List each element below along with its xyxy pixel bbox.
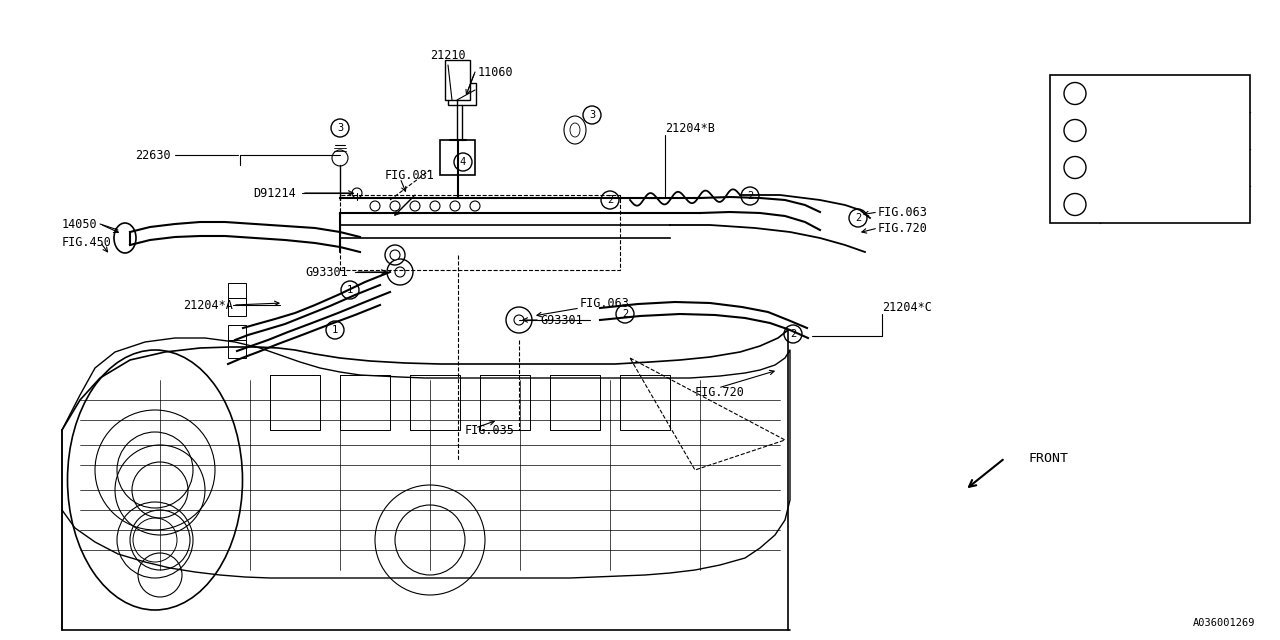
- Text: 21236: 21236: [1108, 198, 1148, 211]
- Text: D91214: D91214: [253, 186, 296, 200]
- Text: 2: 2: [790, 329, 796, 339]
- Text: 2: 2: [1071, 124, 1079, 137]
- Text: G93301: G93301: [540, 314, 582, 326]
- Bar: [440, 140, 475, 175]
- Text: 2: 2: [607, 195, 613, 205]
- Text: 1: 1: [347, 285, 353, 295]
- Text: 0923S: 0923S: [1108, 124, 1148, 137]
- Text: 21204*A: 21204*A: [183, 298, 233, 312]
- Text: FIG.450: FIG.450: [61, 236, 111, 248]
- Bar: [228, 283, 246, 301]
- Bar: [228, 325, 246, 343]
- Text: 2: 2: [622, 309, 628, 319]
- Circle shape: [451, 201, 460, 211]
- Text: 14050: 14050: [61, 218, 97, 230]
- Text: 4: 4: [460, 157, 466, 167]
- Bar: [1050, 75, 1251, 223]
- Text: 22630: 22630: [134, 148, 170, 161]
- Bar: [228, 340, 246, 358]
- Circle shape: [430, 201, 440, 211]
- Text: FIG.081: FIG.081: [385, 168, 435, 182]
- Text: FIG.063: FIG.063: [878, 205, 928, 218]
- Circle shape: [370, 201, 380, 211]
- Circle shape: [410, 201, 420, 211]
- Text: 3: 3: [1071, 161, 1079, 174]
- Text: G93301: G93301: [305, 266, 348, 278]
- Circle shape: [470, 201, 480, 211]
- Text: FIG.720: FIG.720: [878, 221, 928, 234]
- Text: 1: 1: [1071, 87, 1079, 100]
- Text: 11060: 11060: [477, 65, 513, 79]
- Text: 1: 1: [332, 325, 338, 335]
- Text: 21204*B: 21204*B: [666, 122, 714, 134]
- Polygon shape: [61, 338, 790, 630]
- Bar: [448, 83, 476, 105]
- Text: 3: 3: [337, 123, 343, 133]
- Bar: [228, 298, 246, 316]
- Text: FIG.720: FIG.720: [695, 387, 745, 399]
- Text: F92407: F92407: [1108, 87, 1156, 100]
- Text: J20604: J20604: [1108, 161, 1156, 174]
- Text: 21210: 21210: [430, 49, 466, 61]
- Bar: [445, 60, 470, 100]
- Text: 3: 3: [589, 110, 595, 120]
- Circle shape: [390, 250, 401, 260]
- Text: 2: 2: [855, 213, 861, 223]
- Text: FIG.035: FIG.035: [465, 424, 515, 436]
- Text: A036001269: A036001269: [1193, 618, 1254, 628]
- Text: 21204*C: 21204*C: [882, 301, 932, 314]
- Text: FIG.063: FIG.063: [580, 296, 630, 310]
- Text: FRONT: FRONT: [1028, 451, 1068, 465]
- Text: 4: 4: [1071, 198, 1079, 211]
- Text: 2: 2: [746, 191, 753, 201]
- Circle shape: [390, 201, 401, 211]
